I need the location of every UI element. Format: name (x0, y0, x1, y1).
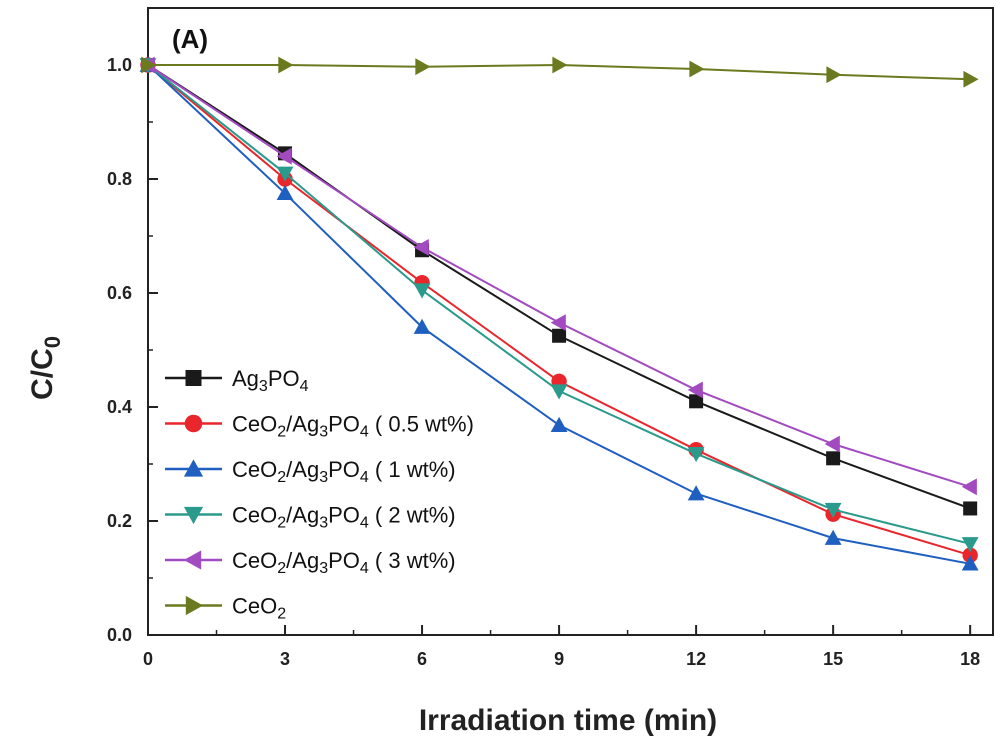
data-point (415, 58, 431, 76)
legend-item: CeO2 (165, 594, 286, 623)
data-point (687, 381, 703, 399)
data-point (278, 56, 294, 74)
data-point (550, 314, 566, 332)
y-tick-label: 0.8 (107, 169, 132, 189)
y-tick-label: 0.4 (107, 397, 132, 417)
legend-item: CeO2/Ag3PO4 ( 1 wt%) (165, 457, 456, 486)
data-point (413, 318, 431, 334)
data-point (413, 239, 429, 256)
y-tick-label: 0.2 (107, 511, 132, 531)
legend-marker (183, 506, 204, 525)
series-0 (141, 58, 978, 516)
data-point (963, 70, 979, 88)
series-1 (140, 57, 978, 563)
legend-item: CeO2/Ag3PO4 ( 2 wt%) (165, 503, 456, 532)
data-point (276, 166, 294, 182)
legend-label: Ag3PO4 (232, 366, 309, 395)
legend-label: CeO2 (232, 594, 286, 623)
data-point (687, 447, 705, 463)
data-point (552, 328, 567, 343)
y-tick-label: 1.0 (107, 55, 132, 75)
data-point (550, 416, 568, 432)
data-point (961, 537, 979, 553)
x-tick-label: 9 (554, 649, 564, 669)
data-point (826, 451, 841, 466)
legend-marker (185, 370, 202, 386)
y-axis-title-sub: 0 (40, 336, 65, 348)
legend-label: CeO2/Ag3PO4 ( 3 wt%) (232, 548, 456, 577)
x-tick-label: 6 (417, 649, 427, 669)
data-point (552, 56, 568, 74)
legend-item: CeO2/Ag3PO4 ( 0.5 wt%) (165, 412, 474, 441)
data-point (413, 283, 431, 299)
x-tick-label: 18 (960, 649, 980, 669)
series-line (147, 64, 971, 510)
data-point (687, 485, 705, 501)
data-point (962, 547, 978, 563)
legend-marker (185, 595, 204, 616)
data-point (826, 66, 842, 84)
panel-label: (A) (172, 24, 208, 54)
legend-label: CeO2/Ag3PO4 ( 2 wt%) (232, 503, 456, 532)
data-point (824, 502, 842, 518)
x-tick-label: 15 (823, 649, 843, 669)
series-4 (139, 56, 977, 496)
y-axis-title: C/C0 (26, 336, 65, 400)
data-point (550, 384, 568, 400)
series-5 (141, 56, 979, 88)
data-point (689, 394, 704, 409)
legend-item: CeO2/Ag3PO4 ( 3 wt%) (165, 548, 456, 577)
data-point (963, 501, 978, 516)
series-3 (139, 58, 979, 553)
data-point (961, 555, 979, 571)
legend-item: Ag3PO4 (165, 366, 309, 395)
plot-frame (147, 7, 994, 636)
x-axis-title: Irradiation time (min) (419, 704, 717, 737)
x-tick-label: 3 (280, 649, 290, 669)
legend: Ag3PO4 CeO2/Ag3PO4 ( 0.5 wt%) CeO2/Ag3PO4 … (165, 366, 474, 623)
data-point (276, 184, 294, 200)
x-tick-label: 0 (143, 649, 153, 669)
y-tick-label: 0.0 (107, 625, 132, 645)
series-2 (139, 56, 979, 571)
legend-marker (183, 459, 204, 477)
data-point (824, 435, 840, 453)
y-axis-title-base: C/C (26, 348, 59, 400)
legend-marker (183, 550, 202, 570)
x-tick-label: 12 (686, 649, 706, 669)
data-point (689, 60, 705, 78)
axes: 0 3 6 9 12 15 18 0.0 0.2 0.4 0.6 0.8 1.0 (107, 7, 994, 669)
legend-marker (184, 414, 203, 433)
data-point (961, 478, 977, 496)
data-point (141, 56, 157, 74)
data-point (276, 147, 292, 165)
legend-label: CeO2/Ag3PO4 ( 1 wt%) (232, 457, 456, 486)
legend-label: CeO2/Ag3PO4 ( 0.5 wt%) (232, 412, 474, 441)
y-tick-label: 0.6 (107, 283, 132, 303)
series-line (147, 64, 971, 565)
data-point (824, 529, 842, 545)
series-layer (139, 56, 979, 571)
